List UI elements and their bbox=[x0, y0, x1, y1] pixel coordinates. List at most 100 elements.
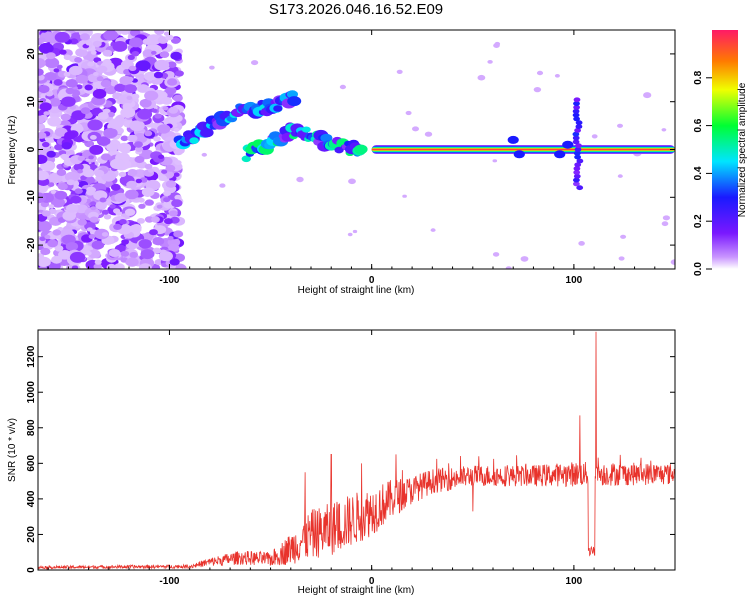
noise-speckle bbox=[113, 263, 125, 269]
colorbar-tick-label: 0.6 bbox=[693, 118, 704, 132]
noise-speckle bbox=[122, 103, 133, 110]
noise-speckle bbox=[56, 64, 63, 70]
noise-speckle bbox=[80, 175, 87, 180]
noise-speckle bbox=[140, 249, 155, 260]
noise-speckle bbox=[151, 108, 158, 113]
noise-speckle bbox=[110, 183, 121, 191]
noise-speckle bbox=[165, 164, 176, 172]
noise-speckle bbox=[72, 173, 81, 179]
noise-speckle bbox=[296, 176, 304, 183]
vertical-spike-blob bbox=[573, 116, 580, 122]
noise-speckle bbox=[167, 61, 177, 68]
noise-speckle bbox=[59, 49, 67, 55]
noise-speckle bbox=[54, 31, 70, 43]
noise-speckle bbox=[402, 194, 407, 198]
spectrogram-y-tick-label: -20 bbox=[26, 237, 37, 252]
noise-speckle bbox=[158, 154, 165, 159]
noise-speckle bbox=[477, 74, 486, 81]
lower-branch-blob bbox=[241, 155, 251, 163]
vertical-spike-blob bbox=[573, 177, 580, 183]
noise-speckle bbox=[138, 197, 145, 203]
vertical-spike-blob bbox=[572, 135, 580, 141]
noise-speckle bbox=[163, 197, 171, 203]
rising-trace-blob bbox=[200, 127, 214, 138]
noise-speckle bbox=[168, 243, 180, 252]
noise-speckle bbox=[169, 210, 178, 217]
noise-speckle bbox=[87, 249, 101, 259]
noise-speckle bbox=[120, 250, 130, 257]
noise-speckle bbox=[171, 37, 181, 44]
noise-speckle bbox=[126, 180, 137, 189]
noise-speckle bbox=[38, 154, 48, 164]
noise-speckle bbox=[520, 256, 529, 262]
noise-speckle bbox=[97, 65, 108, 74]
noise-speckle bbox=[164, 218, 173, 225]
noise-speckle bbox=[79, 214, 87, 220]
noise-speckle bbox=[492, 159, 498, 163]
noise-speckle bbox=[106, 143, 119, 152]
noise-speckle bbox=[42, 141, 50, 148]
colorbar-tick-label: 0.8 bbox=[693, 70, 704, 84]
noise-speckle bbox=[129, 224, 140, 232]
noise-speckle bbox=[69, 65, 83, 76]
noise-speckle bbox=[97, 112, 109, 120]
noise-speckle bbox=[77, 169, 83, 174]
carrier-tone-band bbox=[371, 148, 675, 151]
noise-speckle bbox=[112, 41, 128, 52]
snr-x-tick-label: 0 bbox=[369, 576, 375, 587]
noise-speckle bbox=[165, 34, 174, 41]
noise-speckle bbox=[135, 178, 142, 184]
noise-speckle bbox=[138, 203, 146, 209]
noise-speckle bbox=[174, 194, 182, 200]
noise-speckle bbox=[40, 247, 51, 256]
noise-speckle bbox=[41, 30, 48, 33]
noise-speckle bbox=[89, 216, 99, 223]
noise-speckle bbox=[117, 142, 132, 153]
noise-speckle bbox=[96, 136, 111, 147]
noise-speckle bbox=[75, 204, 88, 214]
noise-speckle bbox=[114, 192, 128, 203]
noise-speckle bbox=[101, 232, 109, 237]
noise-speckle bbox=[95, 201, 107, 210]
vertical-spike-blob bbox=[575, 120, 583, 126]
noise-speckle bbox=[92, 40, 102, 48]
noise-speckle bbox=[50, 189, 57, 194]
noise-speckle bbox=[129, 37, 143, 48]
noise-speckle bbox=[102, 49, 113, 57]
snr-y-axis-label: SNR (10 * v/v) bbox=[7, 418, 18, 482]
vertical-spike-blob bbox=[574, 154, 581, 160]
noise-speckle bbox=[142, 49, 154, 58]
noise-speckle bbox=[103, 127, 118, 139]
noise-speckle bbox=[129, 251, 138, 259]
noise-speckle bbox=[47, 172, 63, 184]
colorbar-label: Normalized spectral amplitude bbox=[737, 82, 748, 217]
noise-speckle bbox=[158, 251, 173, 262]
noise-speckle bbox=[100, 79, 112, 88]
colorbar-gradient bbox=[712, 30, 738, 269]
noise-speckle bbox=[134, 146, 144, 153]
colorbar-tick-label: 0.0 bbox=[693, 262, 704, 276]
vertical-spike-blob bbox=[574, 147, 582, 152]
noise-speckle bbox=[156, 204, 163, 209]
noise-speckle bbox=[118, 171, 127, 178]
noise-speckle bbox=[96, 76, 104, 82]
noise-speckle bbox=[617, 174, 623, 178]
noise-speckle bbox=[162, 106, 169, 111]
vertical-spike-blob bbox=[572, 131, 580, 137]
noise-speckle bbox=[119, 219, 127, 225]
noise-speckle bbox=[38, 240, 46, 246]
spectrogram-y-tick-label: 20 bbox=[26, 48, 37, 60]
noise-speckle bbox=[494, 41, 501, 46]
noise-speckle bbox=[84, 221, 96, 231]
noise-speckle bbox=[70, 195, 82, 204]
noise-speckle bbox=[44, 234, 51, 240]
noise-speckle bbox=[128, 65, 137, 72]
spectrogram-x-tick-label: 0 bbox=[369, 275, 375, 286]
noise-speckle bbox=[492, 252, 500, 257]
noise-speckle bbox=[53, 79, 63, 86]
vertical-spike-blob bbox=[573, 166, 581, 172]
noise-speckle bbox=[38, 85, 50, 94]
noise-speckle bbox=[115, 211, 123, 216]
colorbar: 0.0 0.2 0.4 0.6 0.8 Normalized spectral ampl… bbox=[693, 30, 748, 276]
snr-y-tick-label: 1000 bbox=[26, 381, 37, 404]
